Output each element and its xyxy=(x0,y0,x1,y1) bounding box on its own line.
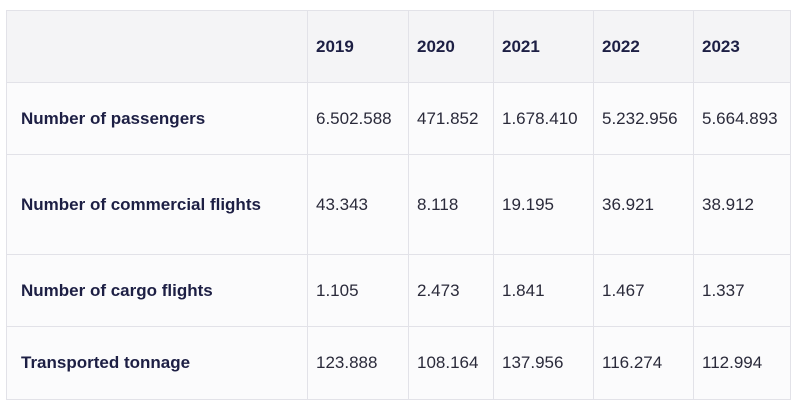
header-year-2021: 2021 xyxy=(493,10,594,83)
table-cell: 43.343 xyxy=(307,154,409,255)
table-cell: 19.195 xyxy=(493,154,594,255)
table-header-row: 2019 2020 2021 2022 2023 xyxy=(6,10,791,83)
table-row-cargo-flights: Number of cargo flights 1.105 2.473 1.84… xyxy=(6,254,791,327)
table-cell: 1.337 xyxy=(693,254,791,327)
table-cell: 471.852 xyxy=(408,82,494,155)
table-cell: 38.912 xyxy=(693,154,791,255)
header-year-2020: 2020 xyxy=(408,10,494,83)
table-cell: 6.502.588 xyxy=(307,82,409,155)
table-cell: 1.678.410 xyxy=(493,82,594,155)
header-year-2023: 2023 xyxy=(693,10,791,83)
table-cell: 5.664.893 xyxy=(693,82,791,155)
airport-statistics-table: 2019 2020 2021 2022 2023 Number of passe… xyxy=(6,10,791,400)
table-cell: 137.956 xyxy=(493,326,594,400)
table-cell: 1.467 xyxy=(593,254,694,327)
row-label: Number of passengers xyxy=(6,82,308,155)
header-year-2019: 2019 xyxy=(307,10,409,83)
table-cell: 123.888 xyxy=(307,326,409,400)
row-label: Number of commercial flights xyxy=(6,154,308,255)
table-cell: 1.105 xyxy=(307,254,409,327)
table-cell: 36.921 xyxy=(593,154,694,255)
table-row-passengers: Number of passengers 6.502.588 471.852 1… xyxy=(6,82,791,155)
header-corner-cell xyxy=(6,10,308,83)
row-label: Number of cargo flights xyxy=(6,254,308,327)
table-cell: 2.473 xyxy=(408,254,494,327)
table-cell: 108.164 xyxy=(408,326,494,400)
table-cell: 1.841 xyxy=(493,254,594,327)
table-row-transported-tonnage: Transported tonnage 123.888 108.164 137.… xyxy=(6,326,791,400)
table-cell: 8.118 xyxy=(408,154,494,255)
table-cell: 112.994 xyxy=(693,326,791,400)
table-cell: 116.274 xyxy=(593,326,694,400)
header-year-2022: 2022 xyxy=(593,10,694,83)
table-cell: 5.232.956 xyxy=(593,82,694,155)
row-label: Transported tonnage xyxy=(6,326,308,400)
table-row-commercial-flights: Number of commercial flights 43.343 8.11… xyxy=(6,154,791,255)
statistics-table-container: 2019 2020 2021 2022 2023 Number of passe… xyxy=(6,10,791,400)
